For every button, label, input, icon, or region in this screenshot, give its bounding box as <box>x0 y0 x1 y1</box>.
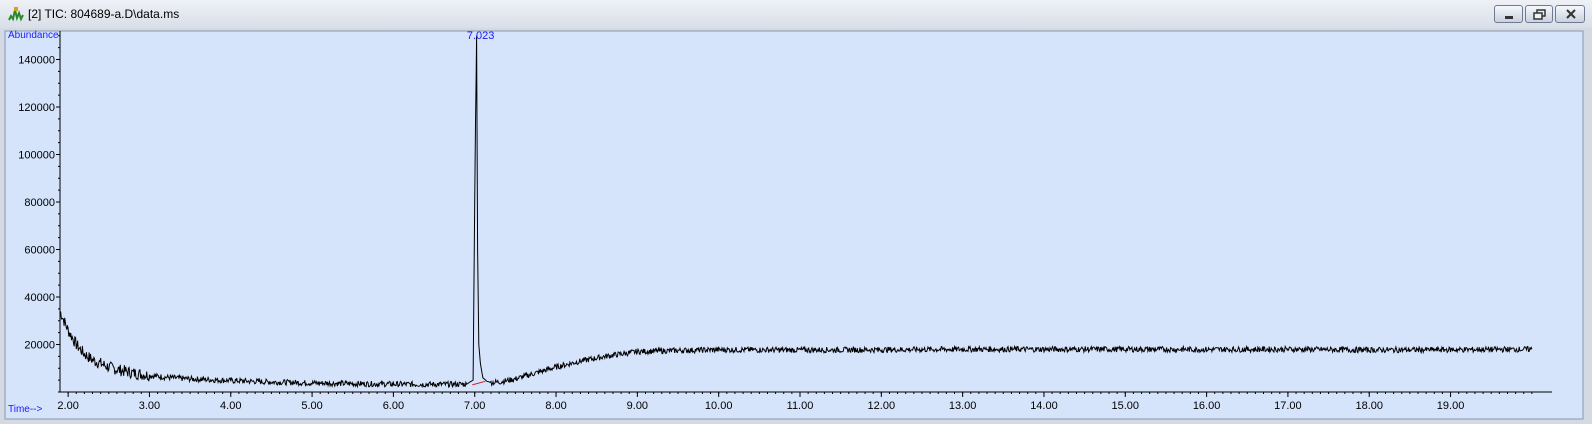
close-icon <box>1566 9 1576 19</box>
x-axis-label: Time--> <box>8 404 43 415</box>
x-tick-label: 3.00 <box>139 400 160 412</box>
minimize-button[interactable] <box>1494 5 1523 23</box>
tic-series-line <box>59 35 1533 389</box>
x-tick-label: 16.00 <box>1193 400 1221 412</box>
x-tick-label: 17.00 <box>1274 400 1302 412</box>
series-group <box>59 35 1533 389</box>
y-tick-label: 100000 <box>18 150 55 162</box>
x-tick-label: 13.00 <box>949 400 977 412</box>
peak-label: 7.023 <box>467 30 495 42</box>
minimize-icon <box>1505 16 1513 19</box>
y-tick-label: 120000 <box>18 102 55 114</box>
x-tick-label: 14.00 <box>1030 400 1058 412</box>
x-tick-label: 2.00 <box>57 400 78 412</box>
peak-baseline <box>472 380 486 386</box>
x-tick-label: 10.00 <box>705 400 733 412</box>
window-title: [2] TIC: 804689-a.D\data.ms <box>28 7 180 21</box>
y-tick-label: 20000 <box>24 340 55 352</box>
restore-icon <box>1533 9 1546 20</box>
x-tick-label: 15.00 <box>1112 400 1140 412</box>
x-tick-label: 12.00 <box>868 400 896 412</box>
x-tick-label: 19.00 <box>1437 400 1465 412</box>
chromatogram-chart: 20000 40000 60000 80000 100000 120000 140000 2.… <box>0 28 1592 424</box>
x-tick-label: 8.00 <box>545 400 566 412</box>
x-tick-label: 7.00 <box>464 400 485 412</box>
chromatogram-app-icon <box>8 7 24 22</box>
close-button[interactable] <box>1555 5 1585 23</box>
axes: 20000 40000 60000 80000 100000 120000 140000 2.… <box>18 31 1552 412</box>
x-tick-label: 6.00 <box>383 400 404 412</box>
y-tick-label: 80000 <box>24 197 55 209</box>
y-axis-label: Abundance <box>8 30 59 41</box>
x-tick-label: 18.00 <box>1355 400 1383 412</box>
y-tick-label: 60000 <box>24 245 55 257</box>
x-tick-label: 5.00 <box>301 400 322 412</box>
plot-background <box>4 30 1584 420</box>
y-tick-label: 40000 <box>24 292 55 304</box>
title-bar[interactable]: [2] TIC: 804689-a.D\data.ms <box>0 0 1592 29</box>
x-tick-label: 4.00 <box>220 400 241 412</box>
y-tick-label: 140000 <box>18 55 55 67</box>
x-tick-label: 9.00 <box>627 400 648 412</box>
maximize-button[interactable] <box>1525 5 1553 23</box>
x-tick-label: 11.00 <box>787 400 814 412</box>
